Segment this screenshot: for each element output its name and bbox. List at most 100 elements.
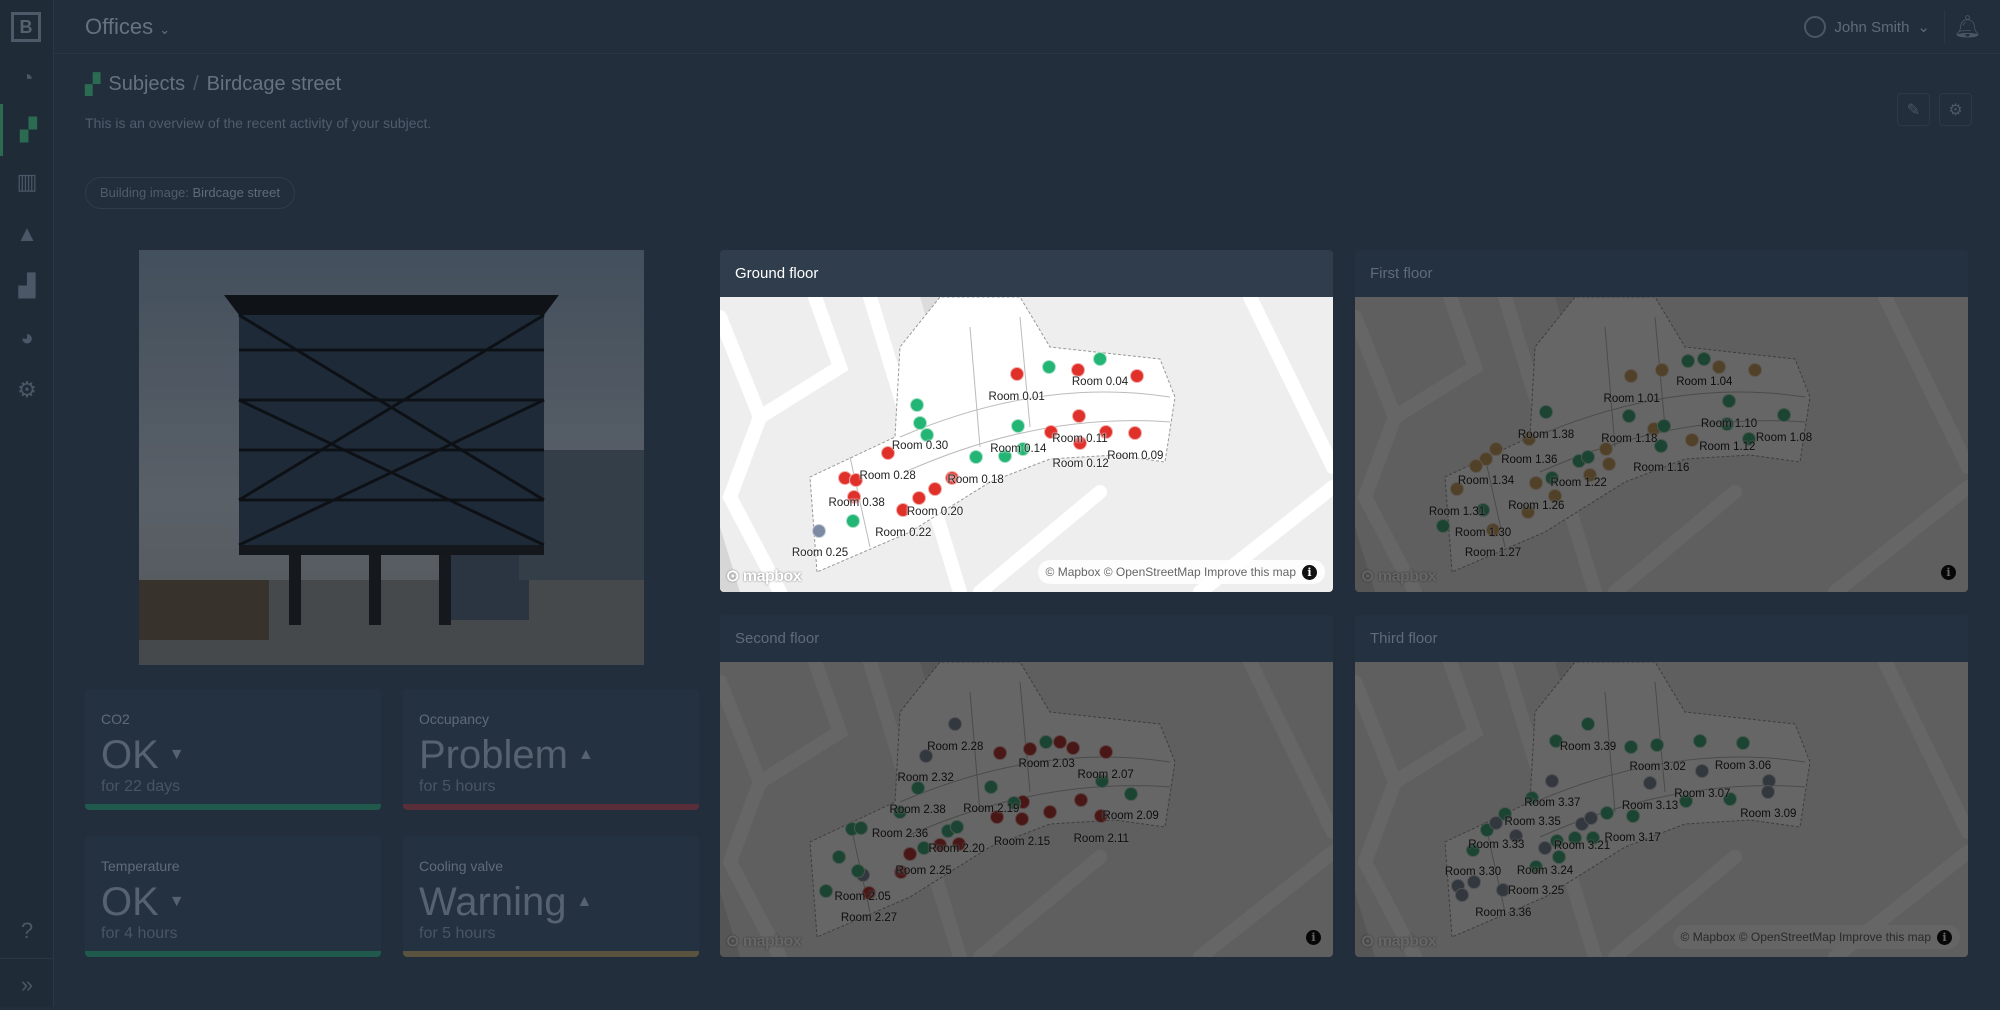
sensor-marker-ok[interactable] — [1529, 860, 1543, 875]
sensor-marker-ok[interactable] — [1093, 352, 1107, 367]
sensor-marker-unknown[interactable] — [1489, 815, 1503, 830]
info-icon[interactable]: i — [1302, 564, 1317, 580]
sensor-marker-ok[interactable] — [1678, 793, 1693, 808]
room-label[interactable]: Room 3.36 — [1475, 906, 1532, 919]
room-label[interactable]: Room 2.05 — [834, 891, 891, 904]
room-label[interactable]: Room 0.01 — [988, 390, 1045, 403]
room-label[interactable]: Room 0.25 — [791, 546, 849, 559]
room-label[interactable]: Room 1.31 — [1428, 506, 1486, 518]
sensor-marker-ok[interactable] — [1580, 449, 1595, 464]
app-switcher[interactable]: Offices ⌄ — [85, 14, 170, 40]
sensor-marker-ok[interactable] — [1549, 834, 1564, 848]
sensor-marker-problem[interactable] — [1072, 408, 1087, 423]
sensor-marker-problem[interactable] — [1044, 424, 1058, 439]
expand-icon[interactable]: » — [0, 958, 54, 1010]
breadcrumb-subjects[interactable]: Subjects — [108, 73, 186, 95]
sensor-marker-ok[interactable] — [1585, 830, 1600, 845]
sensor-marker-problem[interactable] — [944, 470, 959, 485]
floor-card-first[interactable]: First floor Room 1.04 Room 1.01 Room 1.38 R… — [1355, 250, 1968, 592]
dashboard-icon[interactable]: ◔ — [20, 65, 34, 90]
subjects-icon[interactable]: ▞ — [0, 104, 54, 156]
room-label[interactable]: Room 2.03 — [1018, 758, 1075, 771]
sensor-marker-problem[interactable] — [1128, 426, 1142, 441]
floor-map[interactable]: Room 1.04 Room 1.01 Room 1.38 Room 1.18 Room… — [1355, 297, 1968, 592]
sensor-marker-ok[interactable] — [1545, 470, 1560, 485]
sensor-marker-unknown[interactable] — [1695, 764, 1710, 778]
sensor-marker-ok[interactable] — [1466, 843, 1480, 857]
bell-icon[interactable]: 🔔︎ — [1944, 10, 1990, 44]
sensor-marker-unknown[interactable] — [1642, 776, 1657, 790]
sensor-marker-problem[interactable] — [1074, 792, 1089, 807]
pie-chart-icon[interactable]: ◕ — [20, 325, 34, 350]
room-label[interactable]: Room 1.36 — [1501, 454, 1558, 467]
room-label[interactable]: Room 0.20 — [906, 506, 964, 518]
room-label[interactable]: Room 0.12 — [1052, 458, 1109, 471]
info-icon[interactable]: i — [1941, 565, 1956, 580]
sensor-marker-problem[interactable] — [1015, 812, 1029, 827]
sensor-marker-problem[interactable] — [952, 836, 967, 851]
room-label[interactable]: Room 2.15 — [993, 836, 1051, 848]
sensor-marker-ok[interactable] — [832, 849, 847, 864]
map-attribution[interactable]: © Mapbox © OpenStreetMap Improve this ma… — [1037, 560, 1325, 584]
sensor-marker-ok[interactable] — [851, 864, 866, 878]
room-label[interactable]: Room 3.17 — [1604, 832, 1661, 844]
room-label[interactable]: Room 1.10 — [1700, 417, 1758, 430]
sensor-marker-problem[interactable] — [990, 810, 1004, 825]
map-icon[interactable]: ▥ — [16, 169, 38, 194]
room-label[interactable]: Room 2.20 — [928, 843, 985, 856]
sensor-marker-ok[interactable] — [1692, 734, 1707, 748]
room-label[interactable]: Room 3.09 — [1740, 808, 1797, 820]
sensor-marker-ok[interactable] — [854, 821, 869, 836]
sensor-marker-ok[interactable] — [893, 804, 907, 819]
sensor-marker-ok[interactable] — [1581, 717, 1595, 731]
room-label[interactable]: Room 0.11 — [1052, 432, 1108, 445]
room-label[interactable]: Room 3.21 — [1553, 840, 1611, 852]
room-label[interactable]: Room 3.35 — [1504, 816, 1561, 829]
sensor-marker-unknown[interactable] — [1467, 874, 1481, 889]
room-label[interactable]: Room 0.14 — [990, 442, 1047, 455]
room-label[interactable]: Room 3.30 — [1444, 866, 1502, 879]
sensor-marker-problem[interactable] — [893, 865, 908, 880]
room-label[interactable]: Room 1.18 — [1601, 432, 1658, 445]
room-label[interactable]: Room 2.09 — [1102, 810, 1159, 823]
sensor-marker-ok[interactable] — [1777, 408, 1791, 423]
sensor-marker-ok[interactable] — [818, 884, 833, 898]
floor-map[interactable]: Room 2.28 Room 2.03 Room 2.32 Room 2.07 Room… — [720, 662, 1333, 957]
room-label[interactable]: Room 0.04 — [1071, 376, 1129, 388]
logo[interactable]: B — [11, 12, 41, 42]
floor-card-second[interactable]: Second floor Room 2.28 Room 2.03 Room 2.32… — [720, 615, 1333, 957]
room-label[interactable]: Room 1.01 — [1603, 393, 1660, 406]
sensor-marker-ok[interactable] — [1011, 418, 1026, 433]
sensor-marker-problem[interactable] — [992, 746, 1007, 760]
building-image-chip[interactable]: Building image: Birdcage street — [85, 177, 295, 209]
sensor-marker-ok[interactable] — [1723, 792, 1738, 807]
sensor-marker-unknown[interactable] — [1454, 888, 1469, 903]
mapbox-logo[interactable]: ⊙ mapbox — [726, 933, 802, 950]
room-label[interactable]: Room 3.33 — [1468, 839, 1525, 851]
sensor-marker-ok[interactable] — [1476, 503, 1490, 518]
room-label[interactable]: Room 1.34 — [1457, 475, 1515, 488]
sensor-marker-problem[interactable] — [912, 491, 926, 506]
sensor-marker-ok[interactable] — [1042, 360, 1057, 375]
floor-card-ground[interactable]: Ground floor Room 0.01 Room 0.04 Room 0.30… — [720, 250, 1333, 592]
sensor-marker-warning[interactable] — [1548, 488, 1562, 503]
sensor-marker-unknown[interactable] — [1545, 773, 1559, 788]
sensor-marker-ok[interactable] — [950, 820, 964, 834]
chart-icon[interactable]: ▟ — [18, 273, 36, 298]
sensor-marker-ok[interactable] — [1742, 432, 1757, 447]
floor-card-third[interactable]: Third floor Room 3.39 Room 3.02 Room 3.06 R… — [1355, 615, 1968, 957]
sensor-marker-problem[interactable] — [1023, 742, 1038, 756]
sensor-marker-ok[interactable] — [1498, 807, 1513, 821]
sensor-marker-problem[interactable] — [903, 846, 918, 861]
room-label[interactable]: Room 3.02 — [1629, 761, 1686, 774]
sensor-marker-unknown[interactable] — [1761, 784, 1776, 799]
sensor-marker-ok[interactable] — [846, 513, 861, 528]
room-label[interactable]: Room 0.30 — [891, 440, 949, 452]
sensor-marker-ok[interactable] — [1549, 734, 1564, 748]
sensor-marker-ok[interactable] — [1657, 419, 1672, 433]
settings-icon[interactable]: ⚙ — [17, 377, 37, 402]
room-label[interactable]: Room 2.32 — [897, 772, 954, 785]
sensor-marker-ok[interactable] — [1568, 830, 1583, 845]
sensor-marker-ok[interactable] — [1720, 417, 1735, 431]
sensor-marker-ok[interactable] — [910, 397, 924, 412]
